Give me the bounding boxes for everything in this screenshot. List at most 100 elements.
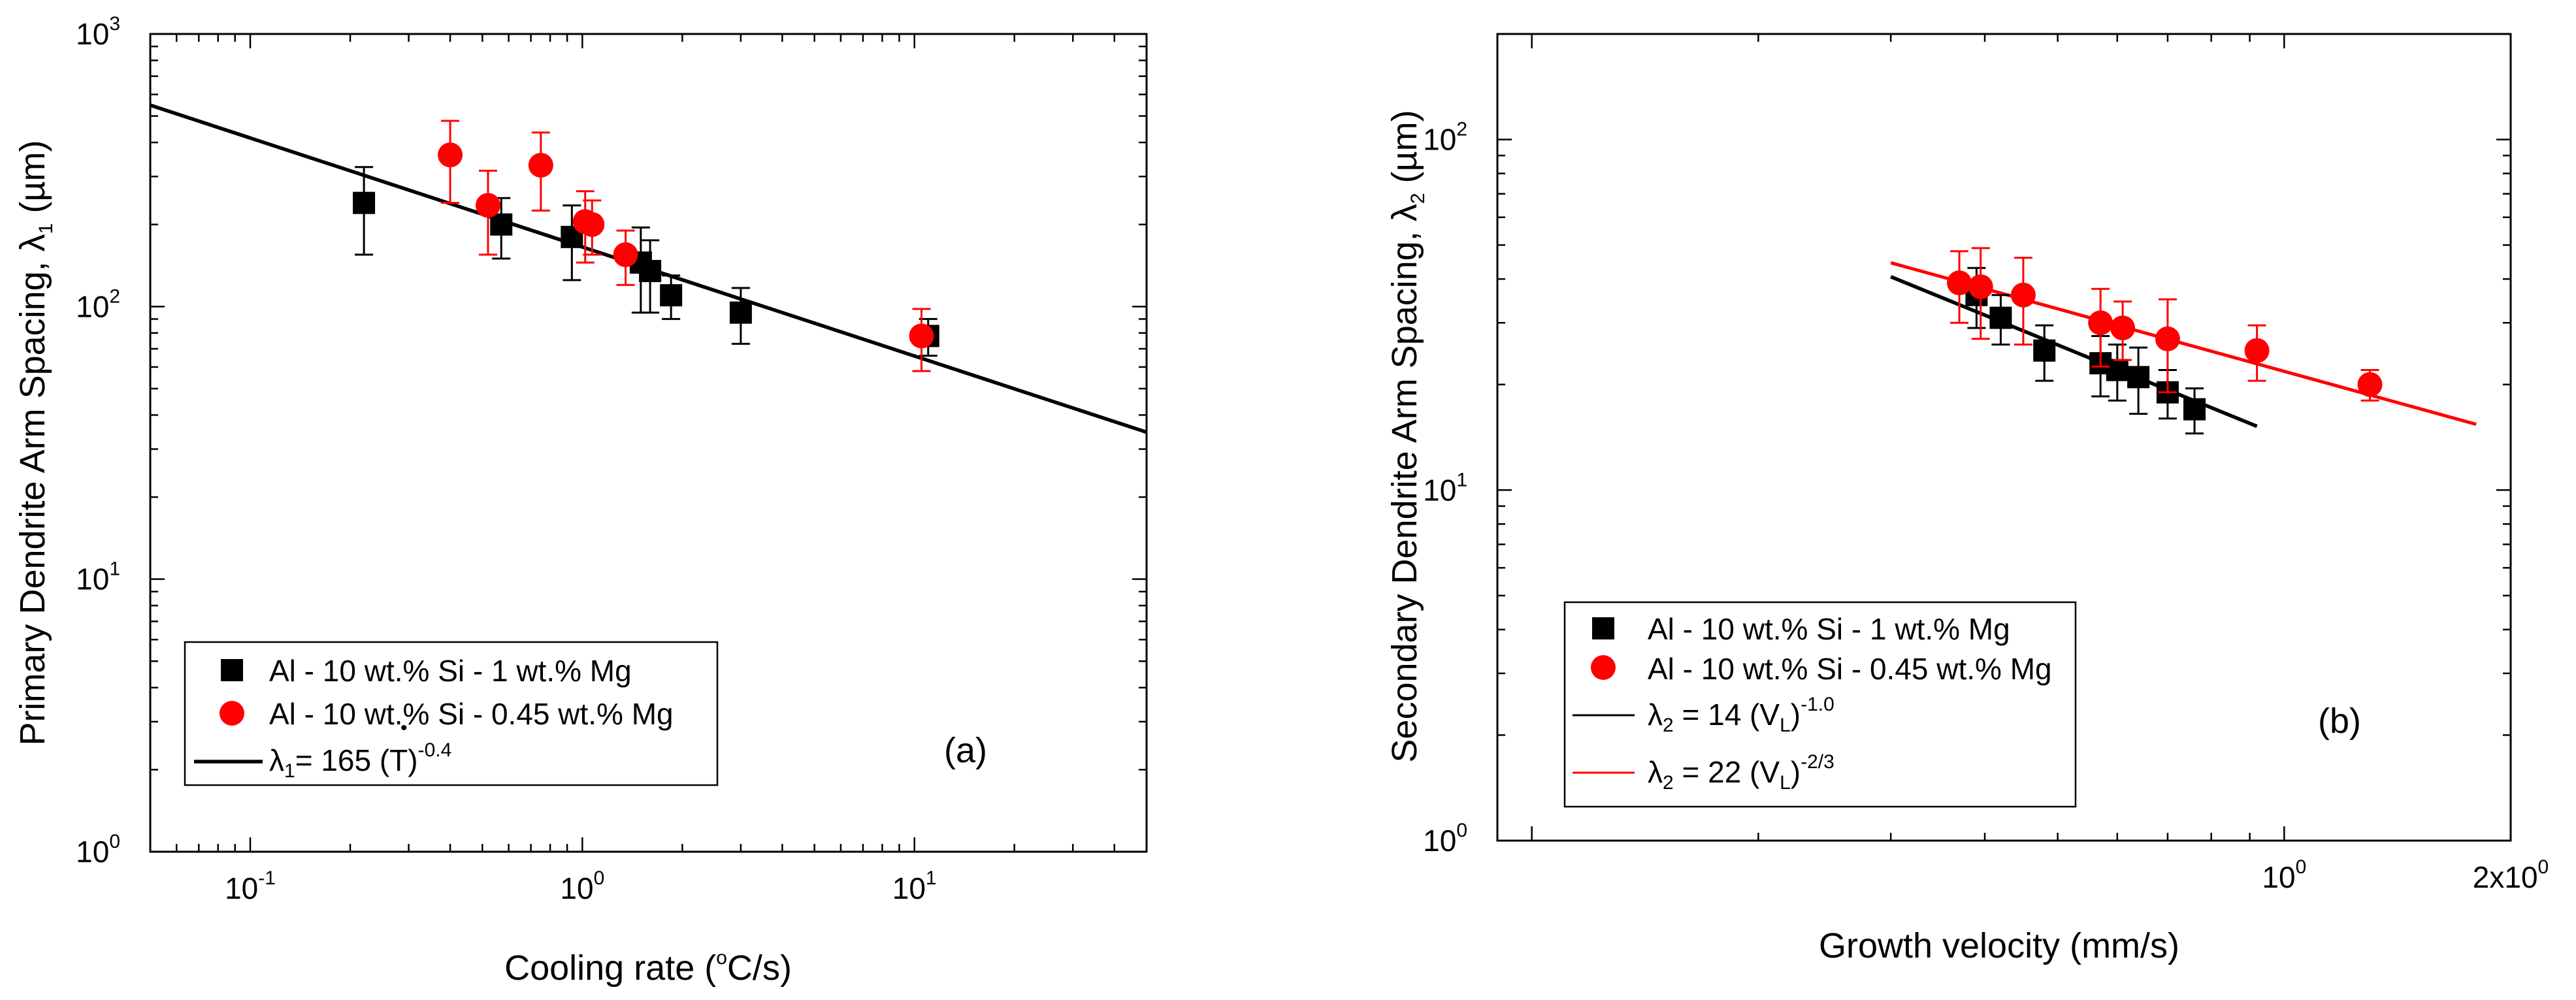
legend-label-fit: λ1= 165 (T)-0.4: [269, 739, 451, 782]
data-point-square: [729, 301, 752, 324]
fit2-v-sub: L: [1780, 772, 1791, 794]
data-point-circle: [2088, 310, 2113, 336]
data-point-circle: [475, 193, 500, 218]
plot-area: [1890, 247, 2477, 435]
legend-marker-circle: [1591, 655, 1616, 680]
fit2-exponent: -2/3: [1801, 751, 1834, 773]
data-point-circle: [2244, 338, 2270, 363]
x-tick-exp: 1: [926, 867, 937, 889]
fit-lambda-sub: 1: [284, 760, 295, 782]
y-tick-exp: 3: [109, 13, 120, 35]
data-point-circle: [2010, 282, 2036, 308]
x-tick-base: 10: [892, 871, 926, 905]
fit-exponent: -0.4: [418, 739, 452, 761]
y-tick-label: 100: [76, 831, 120, 869]
x-tick-exp: 0: [2296, 856, 2307, 878]
plot-frame: [1496, 33, 2512, 842]
fit1-v-sub: L: [1780, 715, 1791, 736]
y-tick-label: 100: [1423, 820, 1467, 858]
data-point-circle: [2357, 372, 2383, 397]
data-point-circle: [1968, 274, 1993, 300]
panel-label-b: (b): [2318, 702, 2361, 741]
y-tick-base: 10: [1423, 473, 1456, 507]
legend-label-square: Al - 10 wt.% Si - 1 wt.% Mg: [269, 654, 632, 688]
series-circle: [1947, 247, 2383, 402]
legend-label-fit2: λ2 = 22 (VL)-2/3: [1648, 751, 1834, 794]
legend-label-square: Al - 10 wt.% Si - 1 wt.% Mg: [1648, 612, 2010, 646]
legend-box: [184, 641, 719, 786]
series-circle: [438, 120, 934, 372]
x-axis-title-text: Cooling rate (: [504, 948, 716, 988]
legend: Al - 10 wt.% Si - 1 wt.% Mg Al - 10 wt.% …: [184, 641, 719, 786]
y-axis-title-unit: (µm): [1385, 110, 1424, 193]
x-axis-title: Cooling rate (oC/s): [504, 947, 792, 988]
data-point-circle: [909, 323, 934, 349]
data-point-square: [2106, 359, 2128, 381]
legend: Al - 10 wt.% Si - 1 wt.% Mg Al - 10 wt.% …: [1563, 601, 2077, 808]
legend-box: [1563, 601, 2077, 808]
legend-marker-circle: [220, 701, 244, 726]
y-axis-title-unit: (µm): [13, 140, 52, 223]
x-tick-label: 100: [560, 867, 604, 905]
y-tick-label: 102: [76, 285, 120, 323]
fit1-lambda: λ: [1648, 698, 1663, 732]
y-tick-base: 10: [1423, 824, 1456, 858]
y-tick-exp: 0: [109, 831, 120, 852]
x-tick-label: 101: [892, 867, 937, 905]
panel-label-a: (a): [944, 731, 987, 770]
x-tick-base: 10: [225, 871, 258, 905]
data-point-square: [639, 259, 662, 282]
y-tick-base: 10: [76, 562, 109, 596]
fit2-close: ): [1791, 755, 1801, 789]
x-tick-label: 100: [2262, 856, 2306, 894]
y-tick-label: 101: [76, 558, 120, 596]
fit2-lambda-sub: 2: [1663, 772, 1674, 794]
legend-marker-square: [221, 659, 243, 681]
data-point-circle: [438, 142, 463, 168]
legend-marker-square: [1592, 617, 1614, 639]
data-point-circle: [579, 212, 605, 237]
fit1-close: ): [1791, 698, 1801, 732]
y-tick-base: 10: [76, 289, 109, 323]
data-point-circle: [613, 242, 638, 267]
data-point-circle: [2155, 326, 2180, 351]
plot-frame: [149, 33, 1148, 853]
y-axis-title-lambda: λ: [13, 234, 52, 251]
y-tick-exp: 2: [109, 285, 120, 307]
x-tick-base: 10: [560, 871, 593, 905]
fit2-lambda: λ: [1648, 755, 1663, 789]
legend-label-circle: Al - 10 wt.% Si - 0.45 wt.% Mg: [269, 697, 674, 731]
y-tick-exp: 1: [109, 558, 120, 580]
x-axis-title-unit: C/s): [727, 948, 792, 988]
fit1-lambda-sub: 2: [1663, 715, 1674, 736]
x-tick-exp: -1: [258, 867, 276, 889]
legend-label-fit1: λ2 = 14 (VL)-1.0: [1648, 694, 1834, 736]
y-tick-label: 102: [1423, 119, 1467, 157]
y-tick-exp: 0: [1456, 820, 1467, 841]
x-axis-title-degree: o: [716, 947, 727, 969]
y-axis-title-text: Secondary Dendrite Arm Spacing,: [1385, 221, 1424, 762]
data-point-square: [2127, 366, 2150, 389]
fit-equation: = 165 (T): [295, 743, 418, 777]
y-axis-title-sub: 1: [35, 223, 57, 234]
data-point-square: [1989, 306, 2012, 329]
y-tick-base: 10: [76, 17, 109, 51]
y-axis-title: Secondary Dendrite Arm Spacing, λ2 (µm): [1385, 110, 1429, 762]
x-tick-label: 2x100: [2473, 856, 2549, 894]
y-axis-title-sub: 2: [1407, 193, 1429, 204]
y-tick-base: 10: [76, 835, 109, 869]
y-axis-title-text: Primary Dendrite Arm Spacing,: [13, 251, 52, 745]
legend-label-circle: Al - 10 wt.% Si - 0.45 wt.% Mg: [1648, 652, 2052, 686]
y-tick-label: 103: [76, 13, 120, 51]
data-point-circle: [2110, 315, 2136, 341]
data-point-square: [2183, 398, 2206, 421]
y-axis-title-lambda: λ: [1385, 204, 1424, 221]
y-tick-exp: 2: [1456, 119, 1467, 140]
x-tick-exp: 0: [2538, 856, 2549, 878]
data-point-circle: [1947, 270, 1972, 296]
series-square: [353, 166, 939, 357]
fit-lambda: λ: [269, 743, 284, 777]
y-tick-label: 101: [1423, 469, 1467, 507]
